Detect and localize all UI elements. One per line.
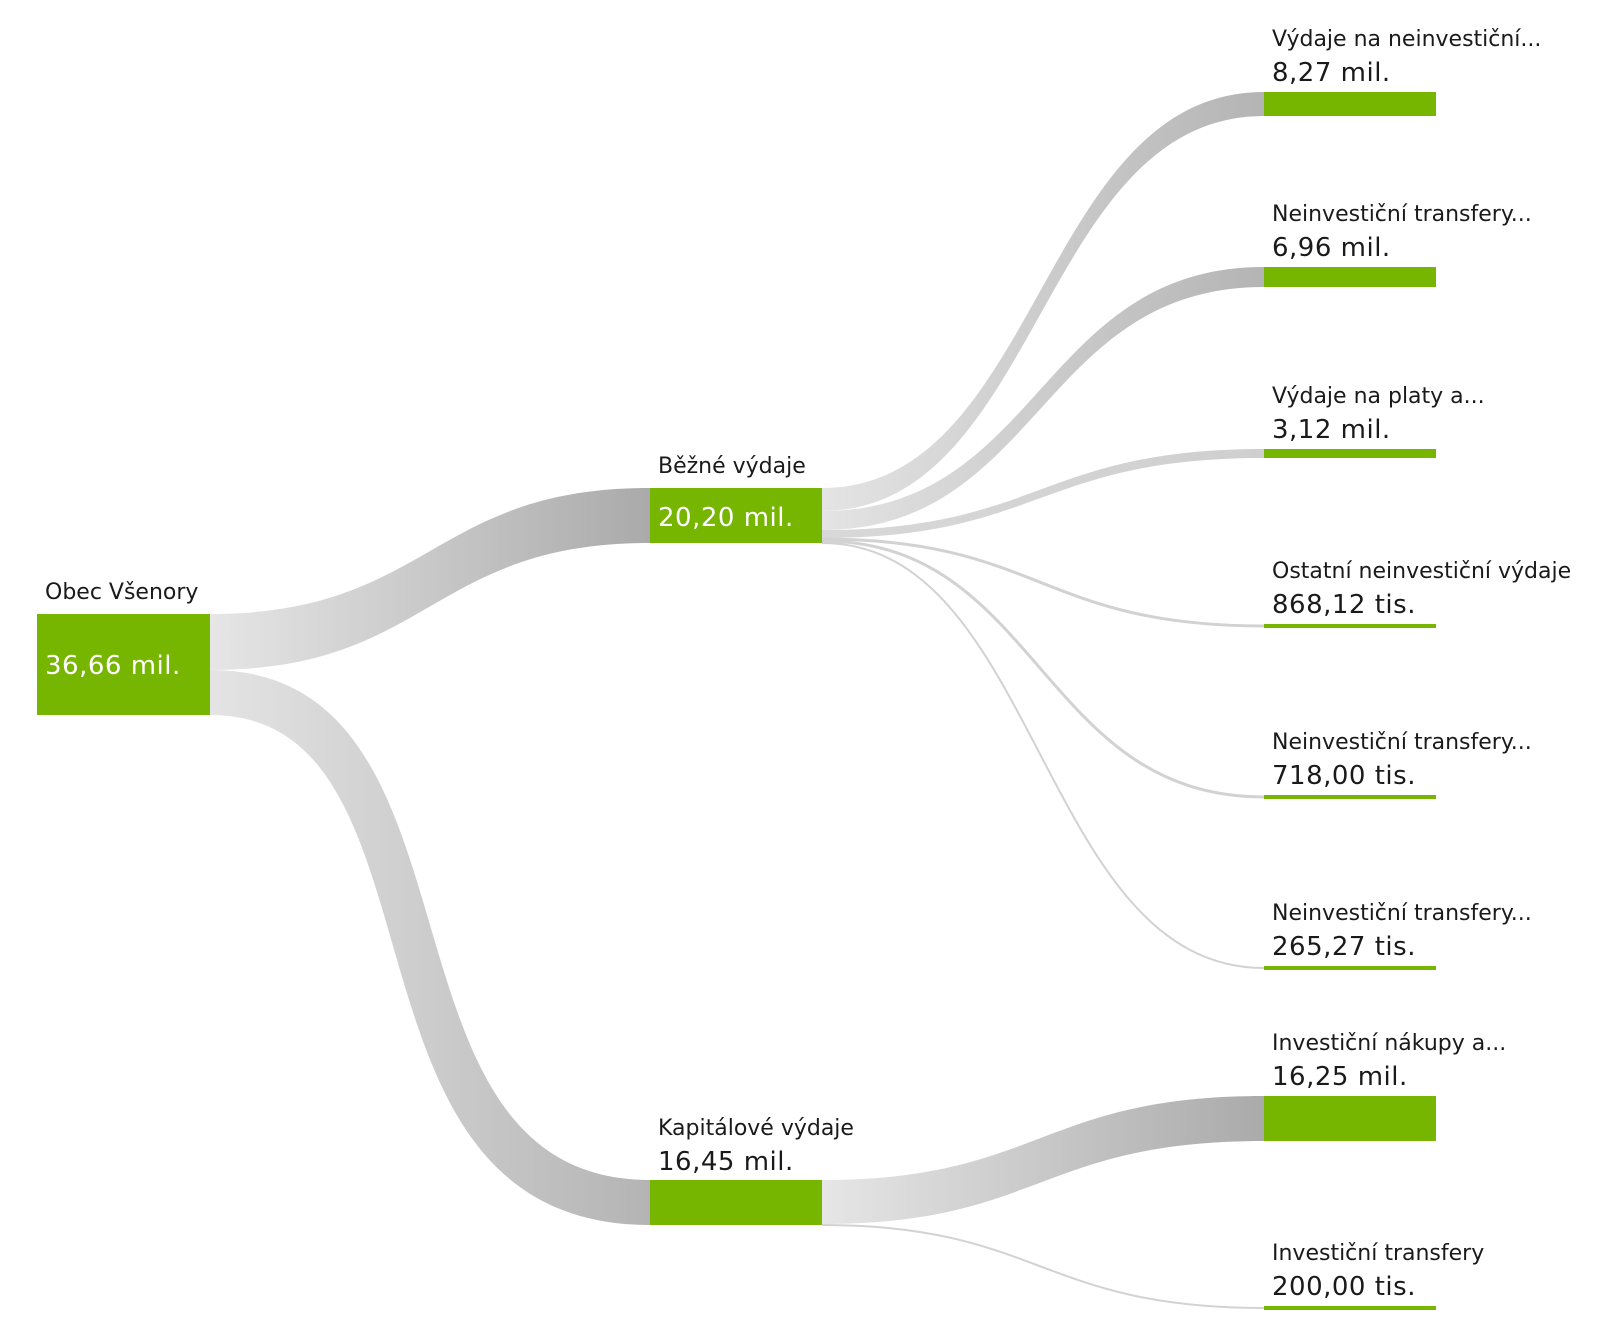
link-bezne-leaf2[interactable] — [822, 267, 1264, 530]
link-bezne-leaf6[interactable] — [821, 542, 1265, 969]
link-kapitalove-leaf7[interactable] — [822, 1096, 1264, 1224]
node-leaf8-value: 200,00 tis. — [1272, 1272, 1416, 1302]
node-leaf5-title: Neinvestiční transfery... — [1272, 730, 1532, 755]
nodes: Obec Všenory 36,66 mil. Běžné výdaje 20,… — [37, 27, 1571, 1310]
link-root-bezne[interactable] — [210, 488, 650, 670]
node-leaf1-bar[interactable] — [1264, 92, 1436, 116]
link-root-kapitalove[interactable] — [210, 670, 650, 1225]
node-bezne-title: Běžné výdaje — [658, 454, 806, 479]
node-leaf5-value: 718,00 tis. — [1272, 761, 1416, 791]
node-leaf3-value: 3,12 mil. — [1272, 415, 1391, 445]
node-leaf5-bar[interactable] — [1264, 795, 1436, 799]
node-leaf3-bar[interactable] — [1264, 449, 1436, 458]
node-root-value: 36,66 mil. — [45, 651, 181, 681]
node-leaf8-title: Investiční transfery — [1272, 1241, 1484, 1266]
node-kapitalove-bar[interactable] — [650, 1180, 822, 1225]
node-leaf4-value: 868,12 tis. — [1272, 590, 1416, 620]
node-leaf2-title: Neinvestiční transfery... — [1272, 202, 1532, 227]
node-leaf7-title: Investiční nákupy a... — [1272, 1031, 1506, 1056]
node-kapitalove-title: Kapitálové výdaje — [658, 1116, 854, 1141]
node-leaf7-value: 16,25 mil. — [1272, 1062, 1408, 1092]
node-leaf6-title: Neinvestiční transfery... — [1272, 901, 1532, 926]
node-leaf6-bar[interactable] — [1264, 966, 1436, 970]
node-leaf4-bar[interactable] — [1264, 624, 1436, 628]
node-leaf3-title: Výdaje na platy a... — [1272, 384, 1485, 409]
node-bezne-value: 20,20 mil. — [658, 503, 794, 533]
node-leaf1-value: 8,27 mil. — [1272, 58, 1391, 88]
link-bezne-leaf3[interactable] — [822, 449, 1264, 538]
link-bezne-leaf5[interactable] — [821, 539, 1265, 799]
node-leaf2-bar[interactable] — [1264, 267, 1436, 287]
node-leaf7-bar[interactable] — [1264, 1096, 1436, 1141]
node-leaf8-bar[interactable] — [1264, 1306, 1436, 1310]
link-kapitalove-leaf8[interactable] — [821, 1224, 1265, 1309]
link-bezne-leaf1[interactable] — [822, 92, 1264, 511]
node-leaf6-value: 265,27 tis. — [1272, 932, 1416, 962]
node-kapitalove-value: 16,45 mil. — [658, 1147, 794, 1177]
node-leaf2-value: 6,96 mil. — [1272, 233, 1391, 263]
node-root-bar[interactable] — [37, 614, 210, 715]
node-bezne-bar[interactable] — [650, 488, 822, 543]
node-leaf1-title: Výdaje na neinvestiční... — [1272, 27, 1541, 52]
link-bezne-leaf4[interactable] — [821, 537, 1265, 628]
node-root-title: Obec Všenory — [45, 580, 198, 605]
node-leaf4-title: Ostatní neinvestiční výdaje — [1272, 559, 1571, 584]
links — [210, 92, 1265, 1309]
